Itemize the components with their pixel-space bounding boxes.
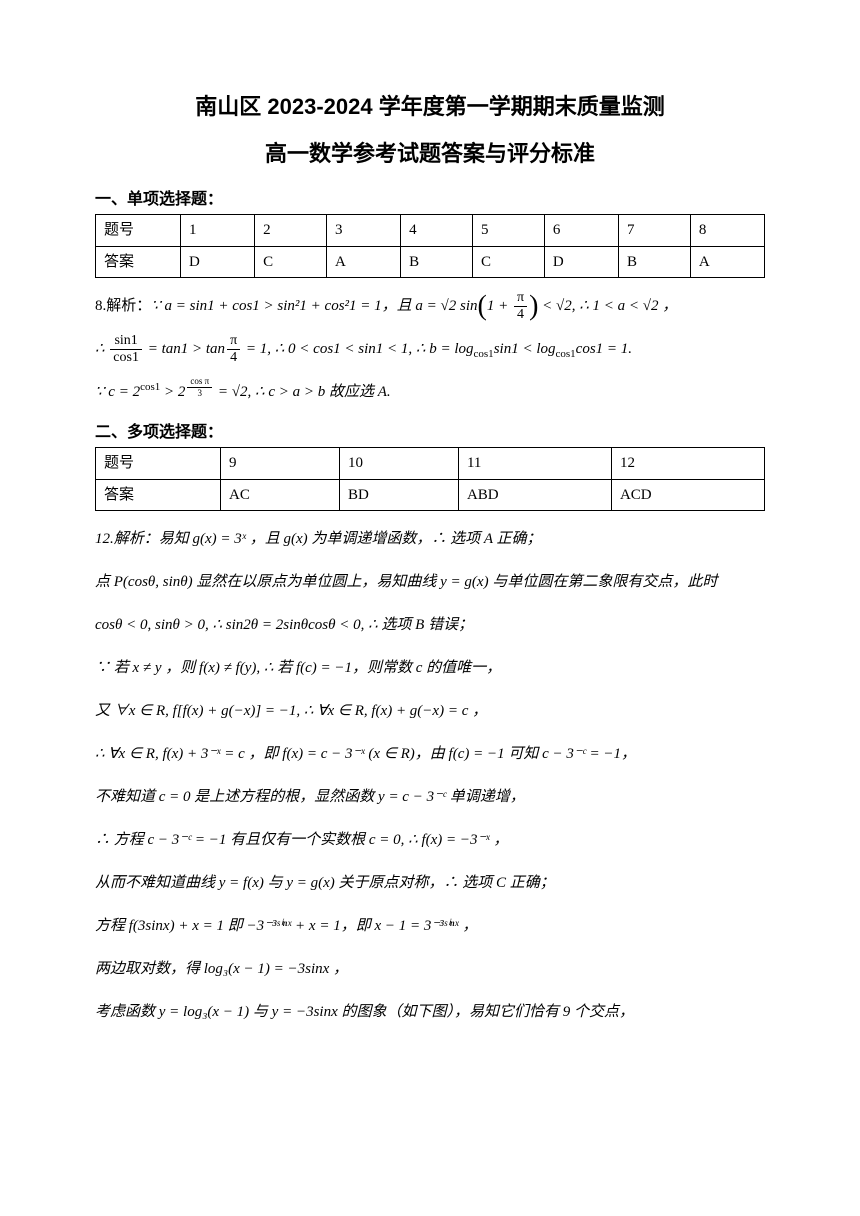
table-row: 答案 AC BD ABD ACD bbox=[96, 479, 765, 511]
section-1-header: 一、单项选择题： bbox=[95, 188, 765, 212]
math-expr: > 2 bbox=[160, 384, 185, 400]
text: 8.解析： bbox=[95, 298, 151, 314]
row-label: 题号 bbox=[96, 215, 181, 247]
single-choice-table: 题号 1 2 3 4 5 6 7 8 答案 D C A B C D B A bbox=[95, 214, 765, 278]
cell: 9 bbox=[221, 448, 340, 480]
cell: 7 bbox=[618, 215, 690, 247]
cell: 3 bbox=[326, 215, 400, 247]
analysis-line: cosθ < 0, sinθ > 0, ∴ sin2θ = 2sinθcosθ … bbox=[95, 609, 765, 642]
q12-analysis: 12.解析：易知 g(x) = 3ˣ ，且 g(x) 为单调递增函数，∴ 选项 … bbox=[95, 523, 765, 1029]
cell: 2 bbox=[255, 215, 327, 247]
numerator: sin1 bbox=[110, 333, 142, 350]
row-label: 答案 bbox=[96, 246, 181, 278]
page-title-2: 高一数学参考试题答案与评分标准 bbox=[95, 137, 765, 170]
math-expr: cos1 = 1. bbox=[576, 341, 632, 357]
analysis-line: 点 P(cosθ, sinθ) 显然在以原点为单位圆上，易知曲线 y = g(x… bbox=[95, 566, 765, 599]
math-expr: ∵ a = sin1 + cos1 > sin²1 + cos²1 = 1，且 … bbox=[151, 298, 477, 314]
numerator: π bbox=[514, 290, 527, 307]
analysis-line: ∴ 方程 c − 3⁻ᶜ = −1 有且仅有一个实数根 c = 0, ∴ f(x… bbox=[95, 824, 765, 857]
cell: BD bbox=[339, 479, 458, 511]
cell: 8 bbox=[690, 215, 764, 247]
cell: 5 bbox=[472, 215, 544, 247]
analysis-line: 不难知道 c = 0 是上述方程的根，显然函数 y = c − 3⁻ᶜ 单调递增… bbox=[95, 781, 765, 814]
math-expr: sin1 < log bbox=[494, 341, 556, 357]
subscript: cos1 bbox=[474, 348, 494, 360]
cell: 4 bbox=[401, 215, 473, 247]
superscript: cos π3 bbox=[185, 381, 214, 393]
section-2-header: 二、多项选择题： bbox=[95, 421, 765, 445]
math-expr: < √2, ∴ 1 < a < √2 ， bbox=[538, 298, 677, 314]
analysis-line: ∵ 若 x ≠ y ，则 f(x) ≠ f(y), ∴ 若 f(c) = −1，… bbox=[95, 652, 765, 685]
cell: 10 bbox=[339, 448, 458, 480]
q8-analysis: 8.解析：∵ a = sin1 + cos1 > sin²1 + cos²1 =… bbox=[95, 290, 765, 409]
cell: A bbox=[690, 246, 764, 278]
analysis-line: 考虑函数 y = log₃(x − 1) 与 y = −3sinx 的图象（如下… bbox=[95, 996, 765, 1029]
page-title-1: 南山区 2023-2024 学年度第一学期期末质量监测 bbox=[95, 90, 765, 123]
analysis-line: 12.解析：易知 g(x) = 3ˣ ，且 g(x) 为单调递增函数，∴ 选项 … bbox=[95, 523, 765, 556]
analysis-line: 两边取对数，得 log₃(x − 1) = −3sinx ， bbox=[95, 953, 765, 986]
row-label: 题号 bbox=[96, 448, 221, 480]
cell: C bbox=[472, 246, 544, 278]
cell: D bbox=[544, 246, 618, 278]
cell: C bbox=[255, 246, 327, 278]
analysis-line: 从而不难知道曲线 y = f(x) 与 y = g(x) 关于原点对称，∴ 选项… bbox=[95, 867, 765, 900]
table-row: 答案 D C A B C D B A bbox=[96, 246, 765, 278]
math-expr: 1 + bbox=[487, 298, 512, 314]
math-expr: ∵ c = 2 bbox=[95, 384, 140, 400]
denominator: 4 bbox=[514, 307, 527, 323]
row-label: 答案 bbox=[96, 479, 221, 511]
cell: B bbox=[618, 246, 690, 278]
subscript: cos1 bbox=[555, 348, 575, 360]
math-expr: = tan1 > tan bbox=[144, 341, 225, 357]
math-expr: = √2, ∴ c > a > b 故应选 A. bbox=[214, 384, 390, 400]
cell: 11 bbox=[458, 448, 611, 480]
denominator: cos1 bbox=[110, 350, 142, 366]
analysis-line: 方程 f(3sinx) + x = 1 即 −3⁻³ˢⁱⁿˣ + x = 1，即… bbox=[95, 910, 765, 943]
cell: ABD bbox=[458, 479, 611, 511]
math-expr: = 1, ∴ 0 < cos1 < sin1 < 1, ∴ b = log bbox=[242, 341, 473, 357]
numerator: π bbox=[227, 333, 240, 350]
cell: 12 bbox=[611, 448, 764, 480]
multi-choice-table: 题号 9 10 11 12 答案 AC BD ABD ACD bbox=[95, 447, 765, 511]
superscript: cos1 bbox=[140, 381, 160, 393]
denominator: 4 bbox=[227, 350, 240, 366]
analysis-line: ∴ ∀x ∈ R, f(x) + 3⁻ˣ = c ，即 f(x) = c − 3… bbox=[95, 738, 765, 771]
analysis-line: 又 ∀x ∈ R, f[f(x) + g(−x)] = −1, ∴ ∀x ∈ R… bbox=[95, 695, 765, 728]
table-row: 题号 1 2 3 4 5 6 7 8 bbox=[96, 215, 765, 247]
cell: ACD bbox=[611, 479, 764, 511]
table-row: 题号 9 10 11 12 bbox=[96, 448, 765, 480]
cell: A bbox=[326, 246, 400, 278]
cell: 1 bbox=[181, 215, 255, 247]
cell: D bbox=[181, 246, 255, 278]
math-expr: ∴ bbox=[95, 341, 108, 357]
cell: 6 bbox=[544, 215, 618, 247]
cell: B bbox=[401, 246, 473, 278]
cell: AC bbox=[221, 479, 340, 511]
